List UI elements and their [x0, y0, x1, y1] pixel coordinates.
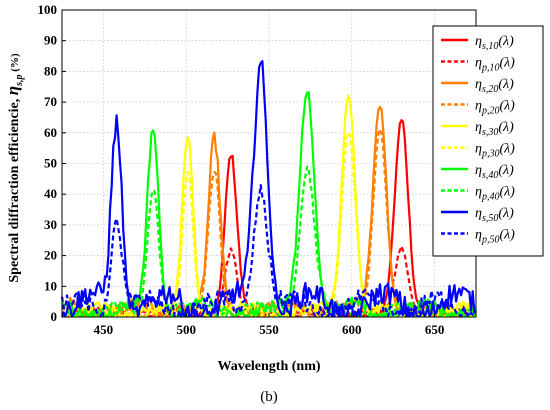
y-tick-label: 30 — [44, 217, 57, 232]
y-tick-label: 70 — [44, 94, 57, 109]
y-tick-label: 80 — [44, 63, 57, 78]
series-line-s-50 — [60, 60, 477, 318]
y-axis-title-subscript: s,p — [14, 74, 25, 86]
y-tick-label: 50 — [44, 156, 57, 171]
y-tick-label: 10 — [44, 278, 57, 293]
y-axis-title: Spectral diffraction efficiencie, ηs,p (… — [3, 53, 25, 283]
legend-label: ηp,40(λ) — [475, 185, 515, 203]
x-tick-label: 650 — [425, 322, 445, 337]
y-axis-title-symbol: η — [3, 86, 22, 95]
legend-label: ηp,50(λ) — [475, 228, 515, 246]
panel-label: (b) — [260, 389, 278, 405]
x-tick-label: 550 — [259, 322, 279, 337]
series-line-p-40 — [61, 165, 477, 318]
x-axis-title: Wavelength (nm) — [217, 359, 320, 374]
legend-box — [432, 25, 544, 257]
y-tick-label: 0 — [51, 309, 58, 324]
x-tick-label: 450 — [94, 322, 114, 337]
y-axis-title-prefix: Spectral diffraction efficiencie, — [7, 95, 22, 282]
x-tick-label: 600 — [342, 322, 362, 337]
y-tick-label: 100 — [38, 2, 58, 17]
series-line-p-50 — [60, 184, 477, 318]
y-tick-label: 90 — [44, 33, 57, 48]
legend-label: ηs,30(λ) — [475, 120, 514, 138]
legend-label: ηp,10(λ) — [475, 56, 515, 74]
y-tick-label: 40 — [44, 186, 57, 201]
legend-label: ηp,30(λ) — [475, 142, 515, 160]
x-tick-label: 500 — [176, 322, 196, 337]
y-tick-label: 60 — [44, 125, 57, 140]
series-lines — [60, 60, 478, 318]
legend-label: ηs,20(λ) — [475, 77, 514, 95]
y-tick-label: 20 — [44, 248, 57, 263]
legend: ηs,10(λ) ηp,10(λ) ηs,20(λ) ηp,20(λ) ηs,30(λ)… — [432, 25, 544, 257]
axis-ticks: 0 10 20 30 40 50 60 70 80 90 100 450 500 550 600 650 — [38, 2, 445, 337]
legend-label: ηs,10(λ) — [475, 34, 514, 52]
legend-label: ηs,50(λ) — [475, 206, 514, 224]
legend-label: ηs,40(λ) — [475, 163, 514, 181]
y-axis-title-unit: (%) — [9, 53, 21, 74]
legend-label: ηp,20(λ) — [475, 99, 515, 117]
